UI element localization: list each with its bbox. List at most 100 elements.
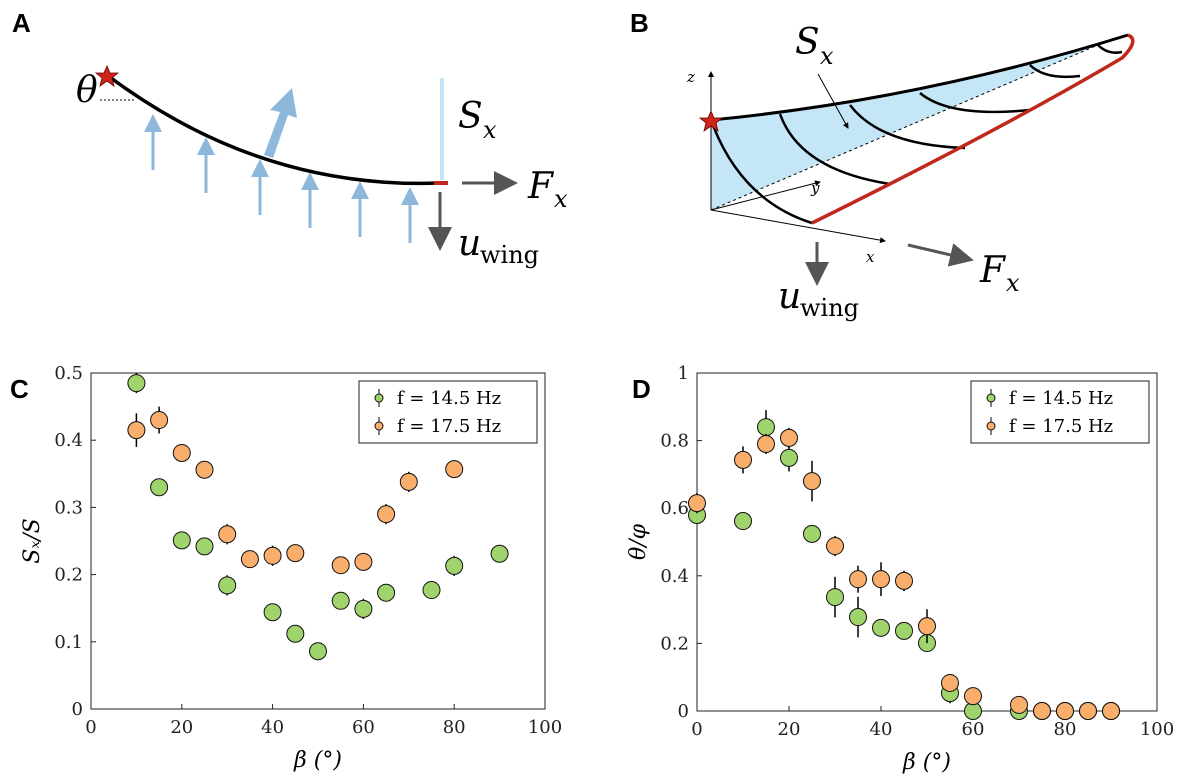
y-tick-label: 0.4 [54, 430, 83, 451]
pivot-star [698, 109, 724, 132]
data-point [918, 617, 936, 636]
label: y [810, 179, 820, 197]
y-tick-label: 0 [678, 701, 689, 722]
data-point [688, 494, 706, 513]
data-point [757, 418, 775, 437]
data-point [1079, 702, 1097, 720]
data-point [872, 570, 890, 589]
x-axis-label: β (°) [902, 750, 951, 775]
data-point [263, 603, 282, 622]
label: u [458, 223, 481, 264]
x-tick-label: 60 [352, 717, 375, 738]
legend-marker [374, 421, 384, 431]
trailing-edge [811, 33, 1135, 225]
data-point [286, 544, 305, 563]
legend-label: f = 17.5 Hz [1009, 416, 1113, 437]
panel-label: B [630, 8, 649, 38]
data-point [150, 478, 169, 497]
data-point [849, 608, 867, 627]
data-point [734, 512, 752, 531]
data-point [377, 505, 396, 524]
projected-area [711, 42, 1105, 210]
wing [105, 73, 441, 186]
diagram-a: θ S x F x u wing [76, 64, 568, 269]
legend [970, 380, 1150, 444]
label: θ [76, 70, 98, 111]
label: wing [800, 294, 859, 322]
panel-label: C [10, 374, 29, 404]
data-point [399, 472, 418, 491]
data-point [849, 570, 867, 589]
label: F [979, 250, 1007, 291]
y-tick-label: 1 [678, 363, 689, 384]
projection-line [710, 41, 1106, 211]
panel-label: D [632, 374, 651, 404]
panel-label: A [12, 8, 31, 38]
data-point [127, 421, 146, 440]
legend-label: f = 14.5 Hz [397, 388, 501, 409]
data-point [354, 552, 373, 571]
label: x [1006, 269, 1020, 297]
y-axis-label: Sₓ/S [20, 518, 45, 563]
data-point [263, 546, 282, 565]
label: x [820, 42, 834, 70]
data-point [331, 556, 350, 575]
label: wing [480, 241, 539, 269]
legend-label: f = 17.5 Hz [397, 416, 501, 437]
leading-edge [710, 33, 1129, 122]
label: x [866, 248, 875, 266]
pivot-star [94, 64, 120, 87]
data-point [1010, 695, 1028, 714]
data-point [872, 618, 890, 637]
data-point [803, 524, 821, 543]
label: F [527, 166, 555, 207]
data-point [354, 599, 373, 618]
y-tick-label: 0.5 [54, 363, 83, 384]
x-tick-label: 80 [1054, 719, 1077, 740]
y-tick-label: 0.6 [660, 498, 689, 519]
data-point [757, 434, 775, 453]
data-point [780, 428, 798, 447]
label: S [458, 96, 483, 137]
y-axis-label: θ/φ [626, 523, 651, 560]
data-point [734, 450, 752, 469]
x-tick-label: 80 [443, 717, 466, 738]
data-point [218, 525, 237, 544]
legend-marker [986, 393, 996, 403]
data-point [195, 537, 214, 556]
label: x [483, 116, 497, 144]
label: x [554, 185, 568, 213]
flow-arrows [144, 114, 419, 243]
arrow [907, 243, 974, 267]
data-point [172, 531, 191, 550]
data-point [490, 544, 509, 563]
label: z [686, 68, 695, 86]
data-point [1056, 702, 1074, 720]
data-point [1033, 702, 1051, 720]
data-point [377, 583, 396, 602]
data-point [422, 581, 441, 600]
force-arrow [264, 88, 297, 158]
data-point [1102, 702, 1120, 720]
y-tick-label: 0.8 [660, 431, 689, 452]
pointer [817, 73, 849, 129]
data-point [941, 673, 959, 692]
data-point [218, 576, 237, 595]
y-tick-label: 0.2 [54, 565, 83, 586]
x-tick-label: 60 [962, 719, 985, 740]
data-point [895, 571, 913, 590]
data-point [826, 588, 844, 607]
data-point [331, 591, 350, 610]
x-tick-label: 40 [870, 719, 893, 740]
label: S [795, 22, 820, 63]
data-point [309, 642, 327, 661]
y-tick-label: 0 [72, 699, 83, 720]
axis [710, 209, 886, 244]
axis [710, 180, 821, 211]
x-tick-label: 40 [261, 717, 284, 738]
legend-marker [374, 393, 384, 403]
y-tick-label: 0.3 [54, 497, 83, 518]
x-tick-label: 0 [85, 717, 96, 738]
label: u [778, 276, 801, 317]
